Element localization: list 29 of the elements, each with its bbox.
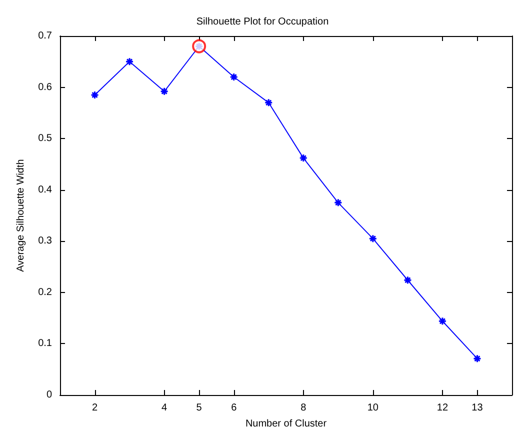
x-tick-label: 2: [92, 402, 98, 414]
point: [299, 154, 308, 162]
x-tick-label: 12: [436, 402, 448, 414]
y-tick-label: 0.1: [38, 338, 52, 350]
chart-title: Silhouette Plot for Occupation: [196, 16, 329, 28]
y-tick-label: 0.4: [38, 184, 52, 196]
x-tick-label: 13: [472, 402, 484, 414]
point: [160, 87, 169, 96]
point: [403, 276, 412, 284]
point: [230, 72, 238, 82]
x-axis-title: Number of Cluster: [245, 418, 328, 430]
point: [334, 198, 342, 207]
y-tick-label: 0.3: [38, 236, 52, 247]
point: [438, 316, 447, 326]
point: [125, 57, 134, 66]
y-tick-label: 0.7: [38, 30, 52, 42]
x-tick-label: 4: [162, 402, 168, 414]
x-tick-label: 8: [300, 402, 307, 414]
y-tick-label: 0.5: [38, 133, 52, 144]
y-tick-label: 0.6: [38, 82, 52, 93]
y-tick-label: 0: [46, 390, 52, 400]
y-tick-label: 0.2: [38, 286, 52, 298]
y-axis-title: Average Silhouette Width: [16, 159, 26, 272]
point: [264, 98, 273, 107]
x-tick-label: 6: [231, 402, 238, 414]
x-tick-label: 10: [367, 402, 379, 414]
point: [192, 39, 206, 54]
point: [368, 234, 378, 243]
x-tick-label: 5: [196, 402, 202, 414]
